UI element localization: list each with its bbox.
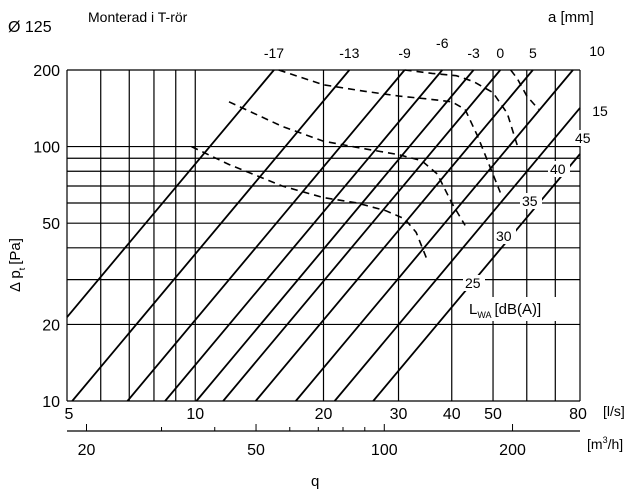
a-line [66, 69, 275, 318]
a-line [333, 107, 581, 402]
noise-label-background [463, 275, 485, 291]
a-line-label: -13 [339, 45, 359, 61]
noise-curve-label: 30 [496, 228, 512, 244]
chart-title: Monterad i T-rör [88, 9, 188, 25]
a-axis-label: a [mm] [548, 9, 594, 26]
m3h-axis: 20 50 100 200 [67, 424, 580, 459]
x-tick-label: 40 [443, 406, 461, 423]
y-axis-label: Δ pt[Pa] [7, 238, 27, 292]
x-axis-label: q [311, 473, 319, 490]
noise-curve [404, 69, 519, 146]
x-tick-label: 80 [569, 406, 587, 423]
y-tick-label: 10 [42, 394, 60, 411]
x-tick-label: 20 [315, 406, 333, 423]
m3h-tick-label: 100 [371, 442, 398, 459]
a-line [222, 69, 501, 402]
a-line-label: -3 [467, 45, 480, 61]
m3h-tick-label: 20 [78, 442, 96, 459]
noise-label-background [573, 130, 595, 146]
noise-curve [228, 101, 466, 226]
y-tick-label: 20 [42, 317, 60, 334]
a-line [255, 69, 534, 402]
x-unit-m3h: [m3/h] [587, 435, 623, 452]
noise-curves: 25 30 35 40 45 [191, 69, 595, 291]
a-line-label: 15 [592, 103, 608, 119]
m3h-tick-label: 50 [247, 442, 265, 459]
a-line [164, 69, 443, 402]
x-unit-ls: [l/s] [603, 403, 625, 419]
y-tick-label: 50 [42, 216, 60, 233]
noise-curve-label: 45 [575, 130, 591, 146]
lwa-label: LWA [dB(A)] [469, 301, 541, 320]
x-tick-label: 5 [65, 406, 74, 423]
x-tick-label: 50 [484, 406, 502, 423]
noise-curve-label: 35 [522, 193, 538, 209]
y-tick-label: 100 [33, 140, 60, 157]
x-tick-labels-ls: 5 10 20 30 40 50 80 [65, 406, 587, 423]
a-line [195, 69, 475, 402]
a-line [295, 69, 574, 402]
noise-curve [278, 69, 502, 193]
a-line-label: 10 [589, 43, 605, 59]
a-line-label: 0 [496, 45, 504, 61]
noise-curve-label: 25 [465, 275, 481, 291]
diameter-label: Ø 125 [8, 19, 52, 36]
x-tick-label: 30 [390, 406, 408, 423]
noise-label-background [548, 161, 570, 177]
a-line [71, 69, 351, 402]
noise-curve-label: 40 [550, 161, 566, 177]
a-line-label: -9 [398, 45, 411, 61]
a-line [126, 69, 406, 402]
y-tick-labels: 10 20 50 100 200 [33, 63, 60, 411]
noise-curve [191, 145, 428, 260]
noise-label-background [520, 193, 542, 209]
lwa-label-background [467, 297, 557, 321]
y-tick-label: 200 [33, 63, 60, 80]
a-line-label: 5 [529, 45, 537, 61]
noise-curve [510, 69, 540, 110]
a-line-label: -6 [436, 35, 449, 51]
a-line-label: -17 [264, 45, 284, 61]
m3h-tick-label: 200 [499, 442, 526, 459]
noise-label-background [494, 228, 516, 244]
x-tick-label: 10 [186, 406, 204, 423]
